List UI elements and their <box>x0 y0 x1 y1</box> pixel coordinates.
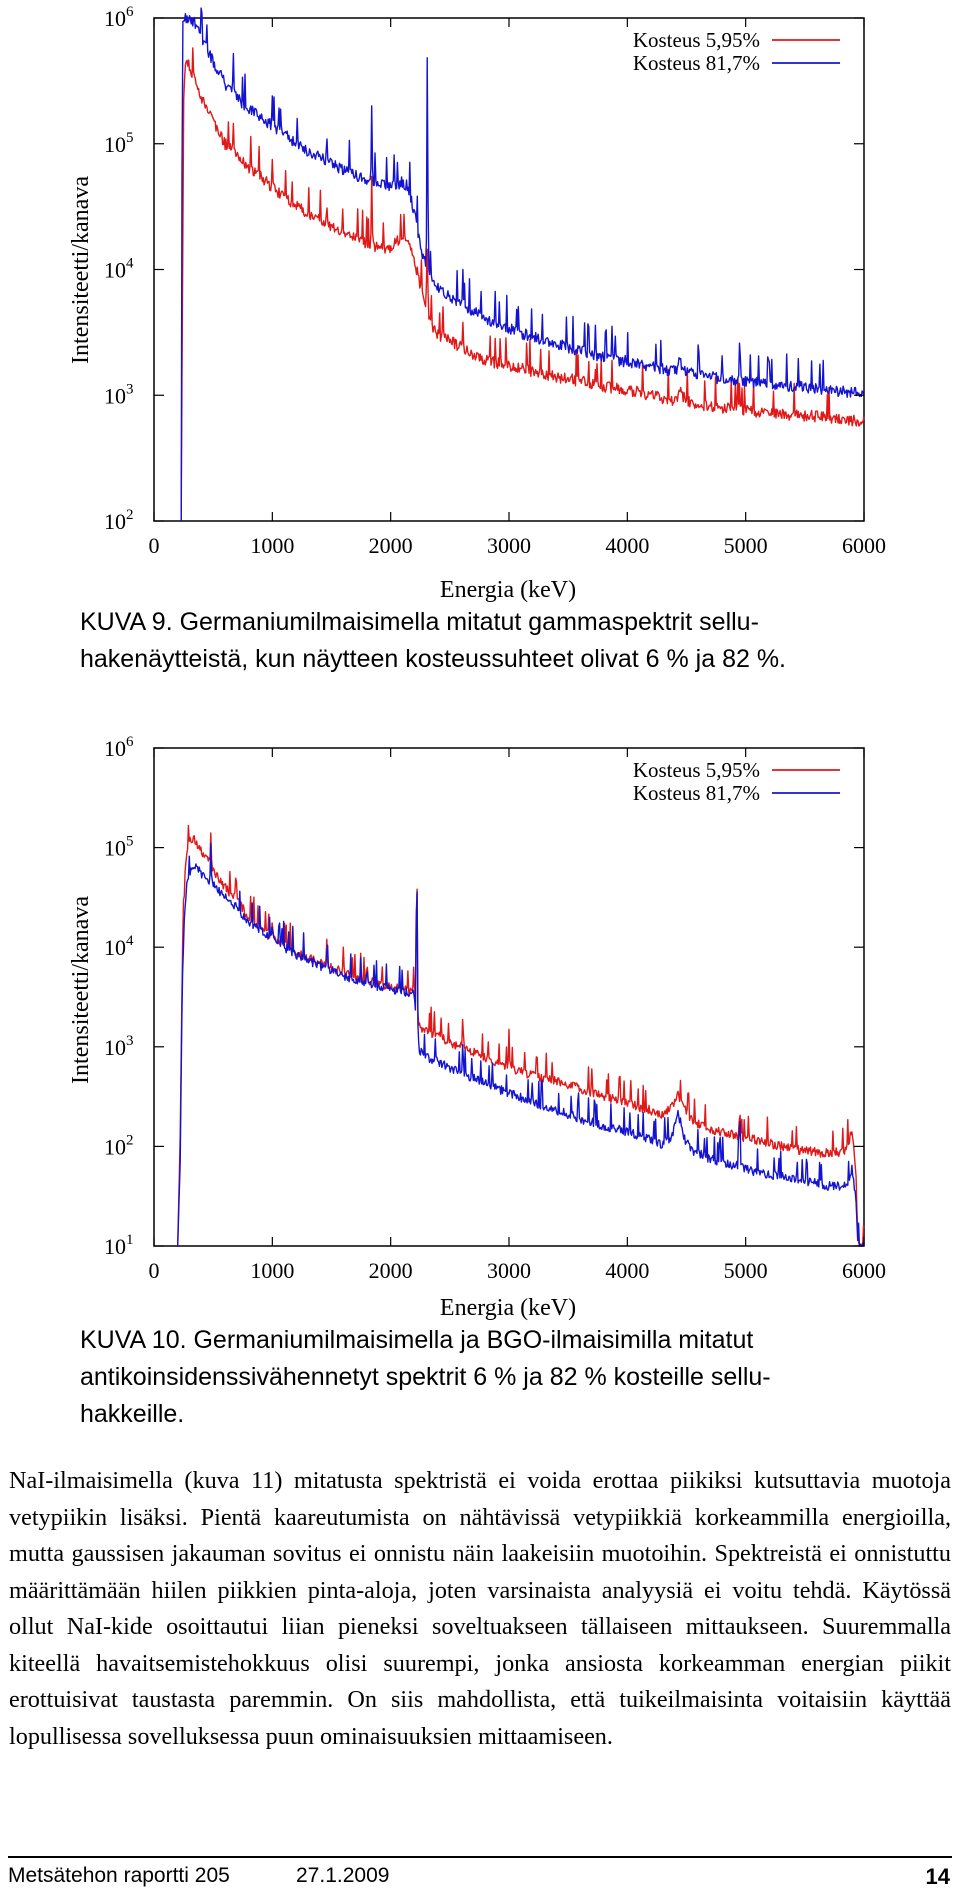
x-tick-label: 1000 <box>250 533 294 558</box>
x-tick-label: 5000 <box>724 1258 768 1283</box>
caption-line: antikoinsidenssivähennetyt spektrit 6 % … <box>80 1363 771 1391</box>
figure-10-chart: 0 1000 2000 3000 4000 5000 6000 101 102 103 104 105… <box>68 734 886 1321</box>
legend: Kosteus 5,95%Kosteus 81,7% <box>633 28 840 75</box>
y-tick-label: 104 <box>104 933 134 960</box>
y-tick-label: 103 <box>104 381 134 408</box>
plot-frame <box>153 747 865 1247</box>
y-tick-label: 106 <box>104 4 134 31</box>
body-paragraph: NaI-ilmaisimella (kuva 11) mitatusta spe… <box>9 1467 951 1750</box>
y-tick-label: 104 <box>104 256 134 283</box>
y-tick-label: 102 <box>104 507 134 534</box>
series-line <box>177 824 865 1247</box>
y-axis-label: Intensiteetti/kanava <box>68 176 94 364</box>
caption-line: hakenäytteistä, kun näytteen kosteussuht… <box>80 645 786 673</box>
x-tick-label: 4000 <box>605 533 649 558</box>
legend-label: Kosteus 81,7% <box>633 781 760 805</box>
footer-date: 27.1.2009 <box>296 1864 390 1887</box>
caption-line: hakkeille. <box>80 1400 185 1428</box>
legend-label: Kosteus 5,95% <box>633 758 760 782</box>
legend-label: Kosteus 5,95% <box>633 28 760 52</box>
caption-line: KUVA 10. Germaniumilmaisimella ja BGO-il… <box>80 1326 754 1354</box>
x-tick-label: 3000 <box>487 1258 531 1283</box>
y-tick-label: 106 <box>104 734 134 761</box>
y-tick-label: 105 <box>104 130 134 157</box>
x-axis-label: Energia (keV) <box>440 1295 576 1321</box>
figure-10-caption: KUVA 10. Germaniumilmaisimella ja BGO-il… <box>80 1322 880 1433</box>
x-tick-label: 4000 <box>605 1258 649 1283</box>
x-tick-label: 6000 <box>842 533 886 558</box>
legend-label: Kosteus 81,7% <box>633 51 760 75</box>
x-tick-label: 6000 <box>842 1258 886 1283</box>
y-tick-label: 103 <box>104 1033 134 1060</box>
x-tick-label: 3000 <box>487 533 531 558</box>
page-number: 14 <box>925 1864 950 1889</box>
y-tick-label: 101 <box>104 1232 134 1259</box>
caption-line: KUVA 9. Germaniumilmaisimella mitatut ga… <box>80 608 759 636</box>
x-tick-label: 0 <box>149 1258 160 1283</box>
x-axis-label: Energia (keV) <box>440 577 576 603</box>
series-line <box>177 842 865 1247</box>
series-line <box>180 7 865 522</box>
y-tick-label: 105 <box>104 834 134 861</box>
plot-frame <box>153 17 865 522</box>
figure-9-caption: KUVA 9. Germaniumilmaisimella mitatut ga… <box>80 604 880 678</box>
x-tick-label: 2000 <box>369 533 413 558</box>
x-tick-label: 0 <box>149 533 160 558</box>
x-tick-label: 2000 <box>369 1258 413 1283</box>
y-axis-label: Intensiteetti/kanava <box>68 896 94 1084</box>
x-tick-label: 5000 <box>724 533 768 558</box>
series-line <box>180 47 865 522</box>
legend: Kosteus 5,95%Kosteus 81,7% <box>633 758 840 805</box>
footer-divider <box>8 1856 952 1858</box>
x-tick-label: 1000 <box>250 1258 294 1283</box>
y-tick-label: 102 <box>104 1132 134 1159</box>
footer-report-name: Metsätehon raportti 205 <box>8 1864 230 1887</box>
figure-9-chart: 0 1000 2000 3000 4000 5000 6000 102 103 104 105 106… <box>68 4 886 603</box>
